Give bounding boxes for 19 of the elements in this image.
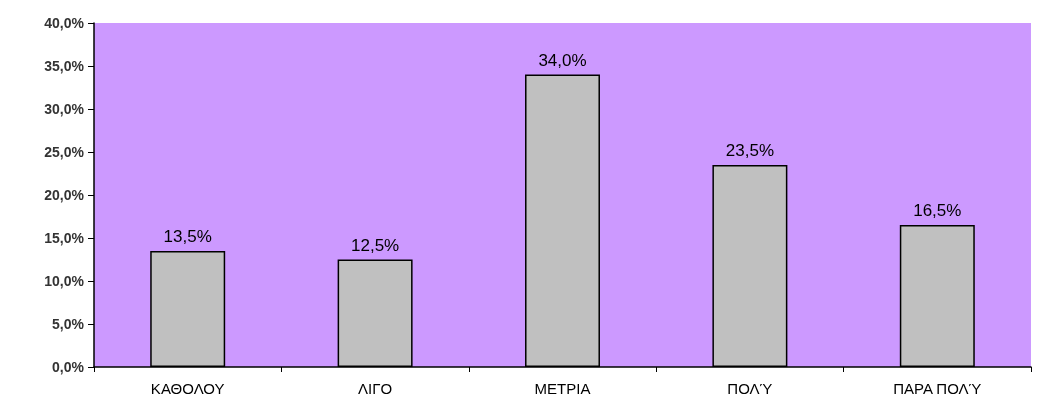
data-label: 34,0%	[538, 50, 587, 70]
data-label: 12,5%	[351, 235, 400, 255]
y-tick-label: 15,0%	[44, 230, 85, 246]
y-tick-label: 20,0%	[44, 187, 85, 203]
x-tick-label: ΜΕΤΡΙΑ	[534, 380, 591, 397]
y-tick-label: 30,0%	[44, 101, 85, 117]
data-label: 23,5%	[725, 140, 774, 160]
y-tick-label: 40,0%	[44, 15, 85, 31]
y-tick-label: 10,0%	[44, 273, 85, 289]
x-tick-label: ΠΟΛΎ	[727, 380, 773, 397]
data-label: 16,5%	[913, 201, 962, 221]
data-label: 13,5%	[163, 226, 212, 246]
y-tick-label: 5,0%	[52, 316, 85, 332]
x-tick-label: ΛΙΓΟ	[358, 380, 393, 397]
x-tick-label: ΚΑΘΟΛΟΥ	[150, 380, 225, 397]
y-tick-label: 35,0%	[44, 58, 85, 74]
y-tick-label: 25,0%	[44, 144, 85, 160]
y-tick-label: 0,0%	[52, 359, 85, 375]
x-tick-label: ΠΑΡΑ ΠΟΛΎ	[893, 380, 982, 397]
